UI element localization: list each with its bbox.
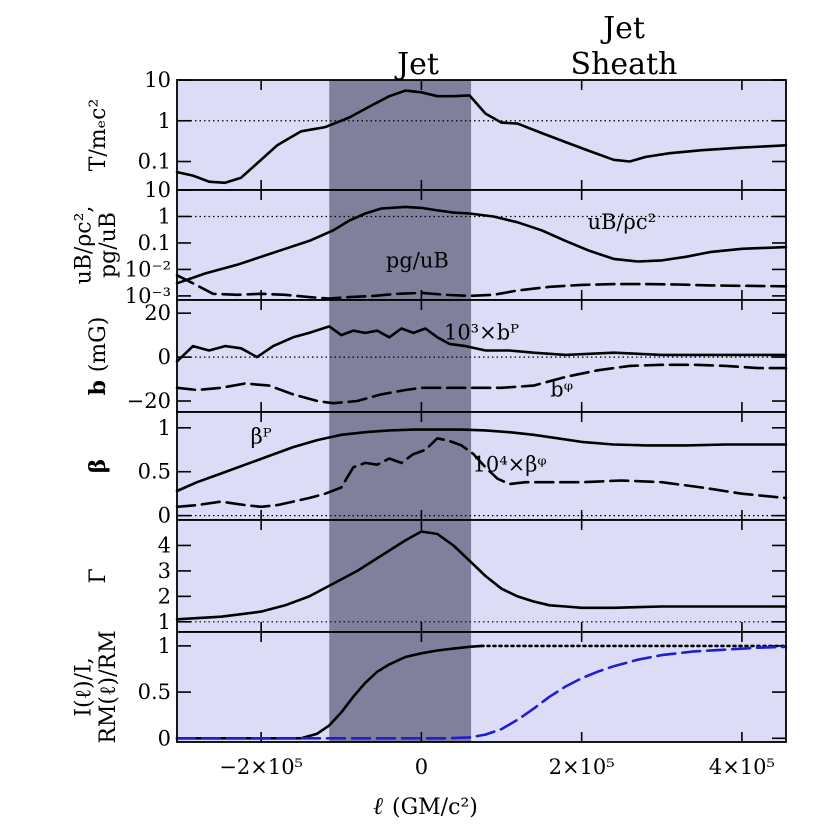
y-tick-label: 1 [158, 634, 171, 658]
x-tick-label: 4×10⁵ [709, 755, 775, 779]
x-tick-labels: −2×10⁵ 0 2×10⁵ 4×10⁵ [219, 755, 775, 779]
series-line [175, 363, 788, 405]
series-line [175, 644, 483, 740]
y-tick-label: 10 [144, 178, 171, 202]
y-tick-label: 1 [158, 416, 171, 440]
y-tick-label: 1 [158, 610, 171, 634]
panel-1: 10 1 0.1 T/mₑc² [86, 68, 788, 191]
sheath-label-top: Jet [600, 11, 645, 46]
y-axis-label-bold: β [85, 459, 111, 474]
y-tick-label: 2 [158, 584, 171, 608]
y-tick-label: 0.5 [138, 460, 171, 484]
panel-background [177, 632, 786, 742]
y-axis-label-line2: pg/uB [96, 212, 121, 278]
y-tick-label: 0.1 [138, 231, 171, 255]
y-axis-label-bold: b [85, 372, 111, 395]
sheath-label-bottom: Sheath [571, 47, 678, 82]
series-line [175, 273, 788, 300]
series-line [175, 530, 788, 621]
y-axis-label: β [85, 459, 111, 474]
jet-region-band [329, 412, 472, 520]
y-tick-label: 0 [158, 345, 171, 369]
y-tick-label: 10⁻³ [125, 284, 171, 308]
y-axis-label-text: (mG) [86, 317, 111, 373]
panel-background [177, 520, 786, 632]
panels-group: 1010.1T/mₑc²1010.110⁻²10⁻³uB/ρc²pg/uBuB/… [72, 68, 788, 779]
y-tick-label: −20 [127, 389, 171, 413]
y-tick-label: 10 [144, 68, 171, 92]
y-axis-label: I(ℓ)/I,RM(ℓ)/RM [72, 630, 121, 743]
series-annotation: 10³×bᴾ [444, 321, 519, 345]
x-axis-label: ℓ (GM/c²) [373, 792, 478, 820]
y-tick-label: 20 [144, 301, 171, 325]
x-tick-label: 0 [415, 755, 428, 779]
x-tick-label: −2×10⁵ [219, 755, 303, 779]
y-tick-label: 0 [158, 726, 171, 750]
panel-background [177, 80, 786, 190]
series-annotation: bᵠ [550, 378, 573, 402]
y-tick-label: 0.5 [138, 680, 171, 704]
y-axis-label-text: Γ [86, 568, 111, 583]
series-annotation: uB/ρc² [587, 210, 656, 234]
series-line [175, 645, 788, 740]
x-axis-units: (GM/c²) [392, 795, 478, 820]
y-tick-label: 0.1 [138, 150, 171, 174]
jet-region-band [329, 520, 472, 632]
y-tick-label: 10⁻² [125, 257, 171, 281]
y-tick-label: 0 [158, 504, 171, 528]
jet-region-band [329, 80, 472, 190]
y-tick-label: 1 [158, 109, 171, 133]
y-axis-label-line1: I(ℓ)/I, [72, 657, 97, 717]
panel-6: 1 0.5 0 I(ℓ)/I,RM(ℓ)/RM [72, 630, 788, 750]
y-axis-label-line2: RM(ℓ)/RM [96, 630, 121, 743]
y-tick-label: 4 [158, 533, 171, 557]
x-tick-label: 2×10⁵ [549, 755, 615, 779]
x-axis-symbol: ℓ [373, 792, 383, 820]
series-annotation: 10⁴×βᵠ [472, 453, 546, 477]
y-axis-label: T/mₑc² [86, 99, 111, 172]
series-line [175, 436, 788, 509]
series-line [175, 325, 788, 363]
y-axis-label: uB/ρc²,pg/uB [72, 206, 121, 285]
panel-4: 1 0.5 0 βᴾ 10⁴×βᵠ β [85, 411, 788, 528]
series-line [175, 428, 788, 493]
series-annotation: βᴾ [251, 425, 272, 449]
series-line [175, 205, 788, 285]
y-axis-label: Γ [86, 568, 111, 583]
y-axis-label-line1: uB/ρc², [72, 206, 97, 285]
panel-frame [176, 631, 787, 743]
series-line [175, 89, 788, 185]
y-tick-label: 3 [158, 559, 171, 583]
y-axis-label-text: T/mₑc² [86, 99, 111, 172]
jet-label: Jet [394, 47, 439, 82]
series-annotation: pg/uB [386, 248, 449, 272]
jet-region-band [329, 300, 472, 412]
panel-3: 20 0 −20 10³×bᴾ bᵠ b (mG) [85, 299, 788, 413]
y-tick-label: 1 [158, 204, 171, 228]
panel-background [177, 190, 786, 300]
y-axis-label: b (mG) [85, 317, 111, 396]
